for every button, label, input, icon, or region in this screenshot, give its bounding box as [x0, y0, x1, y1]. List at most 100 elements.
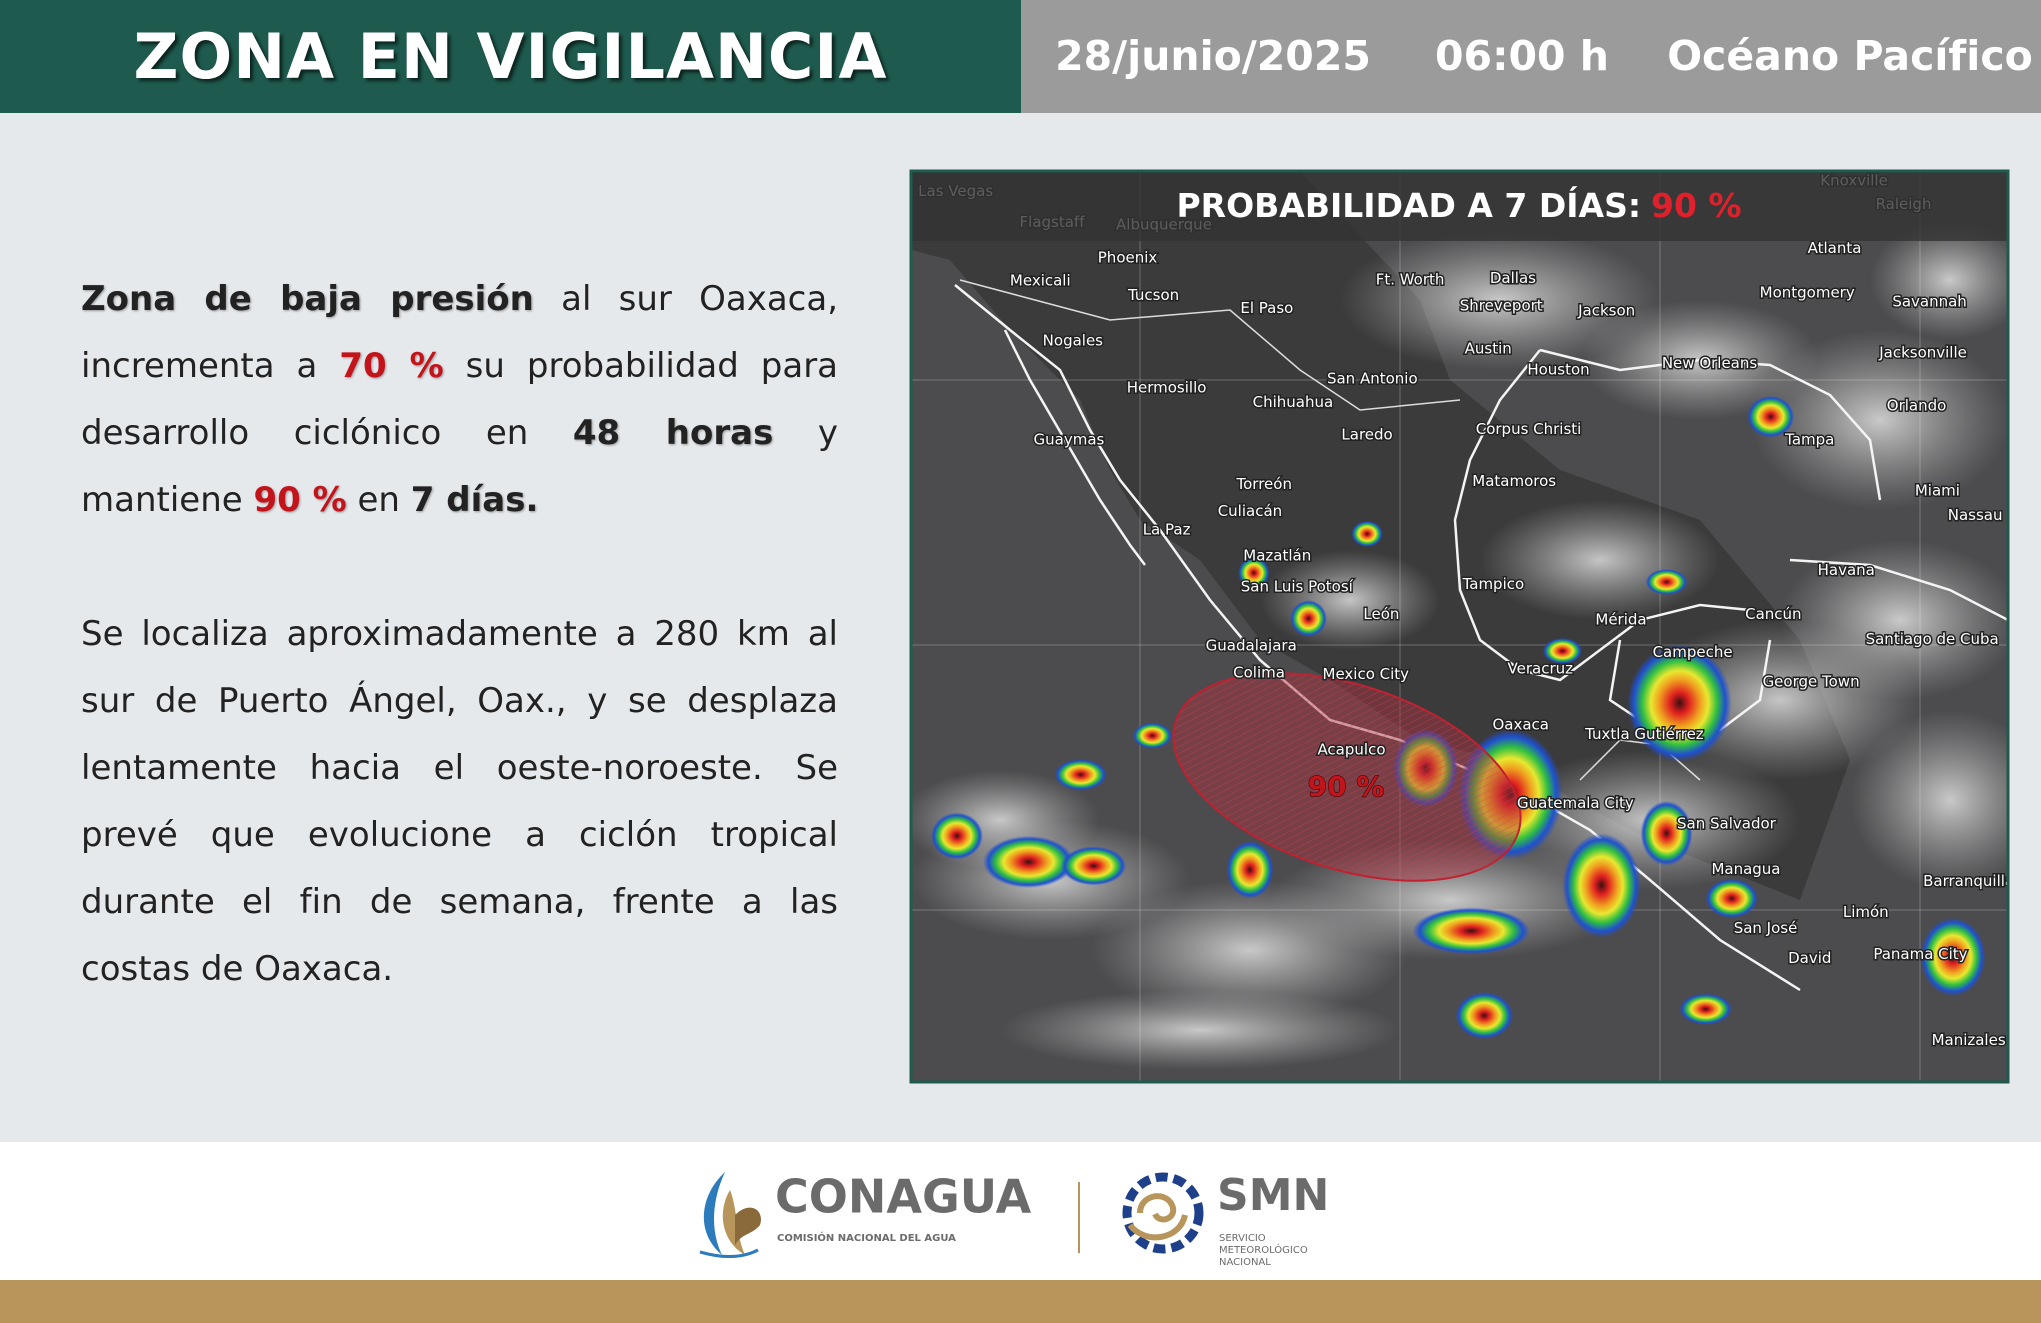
city-label: León: [1363, 605, 1399, 623]
city-label: Hermosillo: [1127, 378, 1207, 396]
storm-cell: [1627, 644, 1732, 762]
header-banner: ZONA EN VIGILANCIA: [0, 0, 1021, 113]
text-run: su probabilidad para desarrollo ciclónic…: [81, 346, 839, 453]
city-label: San Salvador: [1677, 815, 1777, 833]
city-label: Mazatlán: [1243, 546, 1311, 564]
storm-cell: [1562, 833, 1641, 938]
city-label: Ft. Worth: [1376, 270, 1445, 288]
city-label: San Antonio: [1327, 369, 1418, 387]
city-label: Shreveport: [1460, 296, 1543, 314]
city-label: Mérida: [1595, 610, 1646, 628]
storm-cell: [1645, 568, 1688, 596]
map-title: PROBABILIDAD A 7 DÍAS: 90 %: [1176, 185, 1741, 225]
city-label: Savannah: [1892, 293, 1967, 311]
city-label: Miami: [1915, 481, 1960, 499]
city-label: Atlanta: [1808, 239, 1862, 257]
storm-cell: [1132, 722, 1172, 749]
cloud: [1480, 500, 1720, 620]
city-label: Matamoros: [1472, 472, 1556, 490]
city-label: San Luis Potosí: [1241, 578, 1354, 596]
graticule: [911, 171, 2008, 1082]
storm-cell: [1455, 992, 1513, 1039]
city-label: Acapulco: [1317, 740, 1385, 758]
storm-cell: [1290, 600, 1327, 637]
storm-cell: [1640, 800, 1693, 866]
city-label: Nogales: [1043, 332, 1104, 350]
text-run: 90 %: [253, 480, 347, 520]
city-label: Tampa: [1784, 431, 1834, 449]
text-run: 70 %: [339, 346, 444, 386]
city-label: Santiago de Cuba: [1866, 630, 1999, 648]
paragraph: Zona de baja presión al sur Oaxaca, incr…: [81, 266, 838, 534]
cloud: [1870, 220, 2008, 340]
city-label: Corpus Christi: [1476, 420, 1582, 438]
city-label: Dallas: [1490, 269, 1536, 287]
storm-cell: [1679, 993, 1732, 1025]
conagua-logo: CONAGUA COMISIÓN NACIONAL DEL AGUA: [699, 1170, 1032, 1258]
city-label: Managua: [1711, 860, 1780, 878]
city-label: Tampico: [1462, 575, 1525, 593]
cloud: [1750, 330, 2008, 510]
header-region: Océano Pacífico: [1667, 32, 2033, 80]
text-run: en: [357, 480, 400, 520]
city-label: Torreón: [1236, 475, 1292, 493]
footer: [0, 1142, 2041, 1280]
header-info: 28/junio/2025 06:00 h Océano Pacífico: [1021, 0, 2041, 113]
city-label: Austin: [1465, 339, 1512, 357]
map-title-text: PROBABILIDAD A 7 DÍAS:: [1176, 185, 1641, 225]
storm-cell: [1747, 395, 1795, 438]
text-run: 7 días: [410, 480, 526, 520]
cloud: [1090, 880, 1410, 1020]
text-run: al sur Oaxaca, incrementa a: [81, 279, 838, 386]
header-title: ZONA EN VIGILANCIA: [133, 20, 888, 93]
header-date: 28/junio/2025: [1055, 32, 1371, 80]
header-time: 06:00 h: [1435, 32, 1609, 80]
city-label: New Orleans: [1662, 354, 1758, 372]
storm-cell: [1226, 841, 1274, 899]
city-label: Mexico City: [1323, 665, 1410, 683]
storm-cell: [1920, 917, 1986, 997]
smn-subtitle: SERVICIO: [1219, 1233, 1266, 1244]
city-label: Manizales: [1932, 1031, 2006, 1049]
storm-cell: [930, 812, 984, 860]
city-label: Phoenix: [1098, 248, 1158, 266]
storm-cell: [1054, 759, 1107, 791]
city-label: Guatemala City: [1517, 794, 1634, 812]
cloud: [1260, 550, 1440, 650]
cloud: [1850, 710, 2008, 890]
cloud: [1000, 990, 1400, 1070]
cloud: [1340, 230, 1660, 370]
city-label: Montgomery: [1760, 283, 1855, 301]
city-label: George Town: [1763, 673, 1860, 691]
map-title-bar: [911, 171, 2008, 241]
city-label: Orlando: [1887, 397, 1947, 415]
city-label: Guaymas: [1034, 431, 1105, 449]
storm-cell: [1542, 637, 1582, 665]
smn-subtitle: NACIONAL: [1219, 1257, 1271, 1268]
city-label: Tucson: [1127, 286, 1179, 304]
paragraph: Se localiza aproximadamente a 280 km al …: [81, 614, 838, 989]
city-label: Havana: [1818, 561, 1875, 579]
city-label: Cancún: [1745, 605, 1801, 623]
map-title-value: 90 %: [1651, 186, 1741, 225]
map-frame: [909, 169, 2010, 1084]
city-label: Barranquilla: [1923, 872, 2014, 890]
city-label: Guadalajara: [1206, 636, 1297, 654]
city-label: Veracruz: [1508, 660, 1574, 678]
city-label: Tuxtla Gutiérrez: [1584, 725, 1704, 743]
smn-subtitle: METEOROLÓGICO: [1219, 1243, 1308, 1256]
city-label: Laredo: [1341, 425, 1392, 443]
storm-cell: [1061, 846, 1127, 886]
city-label: Nassau: [1948, 506, 2003, 524]
city-label: Chihuahua: [1253, 393, 1334, 411]
watch-zone: [1172, 672, 1522, 882]
city-label: Houston: [1527, 360, 1589, 378]
city-label: Campeche: [1653, 643, 1733, 661]
conagua-subtitle: COMISIÓN NACIONAL DEL AGUA: [777, 1231, 956, 1244]
zone-label: 90 %: [1308, 770, 1385, 803]
text-run: y mantiene: [81, 413, 838, 520]
text-run: 48 horas: [572, 413, 774, 453]
conagua-name: CONAGUA: [775, 1170, 1032, 1224]
